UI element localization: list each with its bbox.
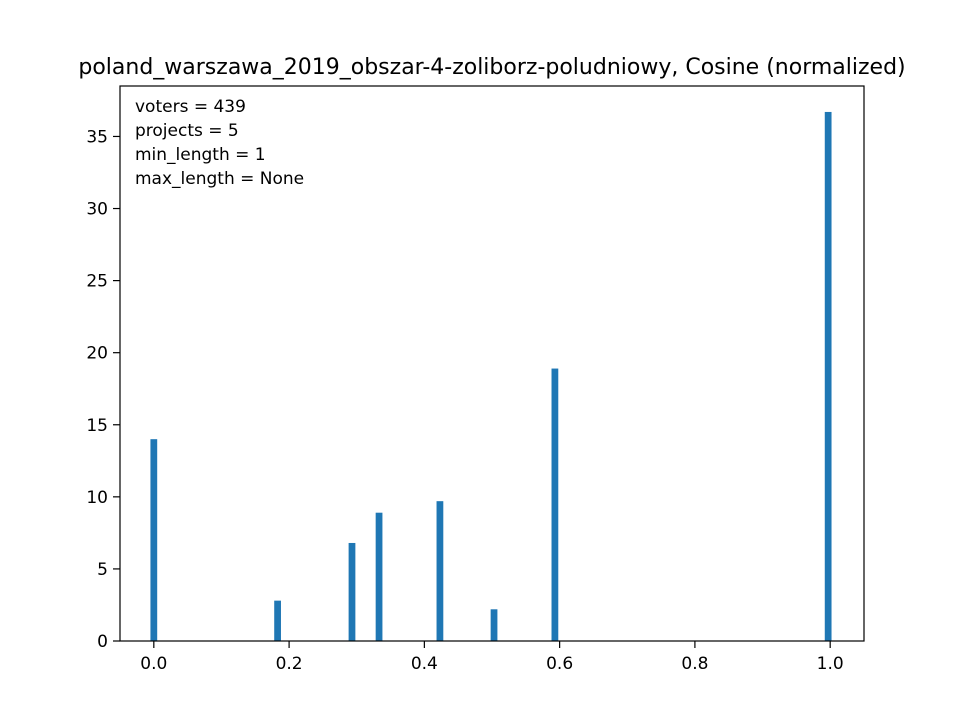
x-tick-label: 0.2 xyxy=(276,654,303,674)
bar-series xyxy=(150,111,832,641)
annotation-line-0: voters = 439 xyxy=(135,97,246,117)
axes-frame xyxy=(119,85,865,642)
axes-background xyxy=(120,86,864,641)
y-tick-label: 10 xyxy=(86,488,108,508)
y-tick-label: 20 xyxy=(86,344,108,364)
chart-title: poland_warszawa_2019_obszar-4-zoliborz-p… xyxy=(78,55,905,80)
x-tick-label: 1.0 xyxy=(817,654,844,674)
y-tick-label: 35 xyxy=(86,127,108,147)
y-tick-label: 0 xyxy=(97,632,108,652)
histogram-bar-3 xyxy=(375,512,383,641)
stats-annotation: voters = 439 projects = 5 min_length = 1 ma… xyxy=(135,97,304,189)
annotation-line-2: min_length = 1 xyxy=(135,145,266,165)
y-tick-label: 30 xyxy=(86,200,108,220)
histogram-bar-6 xyxy=(551,368,559,641)
y-tick-label: 25 xyxy=(86,272,108,292)
x-tick-label: 0.4 xyxy=(411,654,438,674)
x-axis: 0.0 0.2 0.4 0.6 0.8 1.0 xyxy=(140,641,844,674)
histogram-bar-2 xyxy=(348,542,356,641)
histogram-bar-4 xyxy=(436,501,444,641)
annotation-line-1: projects = 5 xyxy=(135,121,239,141)
y-tick-label: 15 xyxy=(86,416,108,436)
x-tick-label: 0.8 xyxy=(681,654,708,674)
plot-area xyxy=(119,85,865,642)
y-tick-label: 5 xyxy=(97,560,108,580)
histogram-bar-5 xyxy=(490,609,498,641)
y-axis: 0 5 10 15 20 25 30 35 xyxy=(86,127,120,652)
annotation-line-3: max_length = None xyxy=(135,169,304,189)
x-tick-label: 0.6 xyxy=(546,654,573,674)
histogram-bar-7 xyxy=(824,111,832,641)
x-tick-label: 0.0 xyxy=(140,654,167,674)
histogram-bar-0 xyxy=(150,439,158,641)
histogram-bar-1 xyxy=(274,600,281,641)
